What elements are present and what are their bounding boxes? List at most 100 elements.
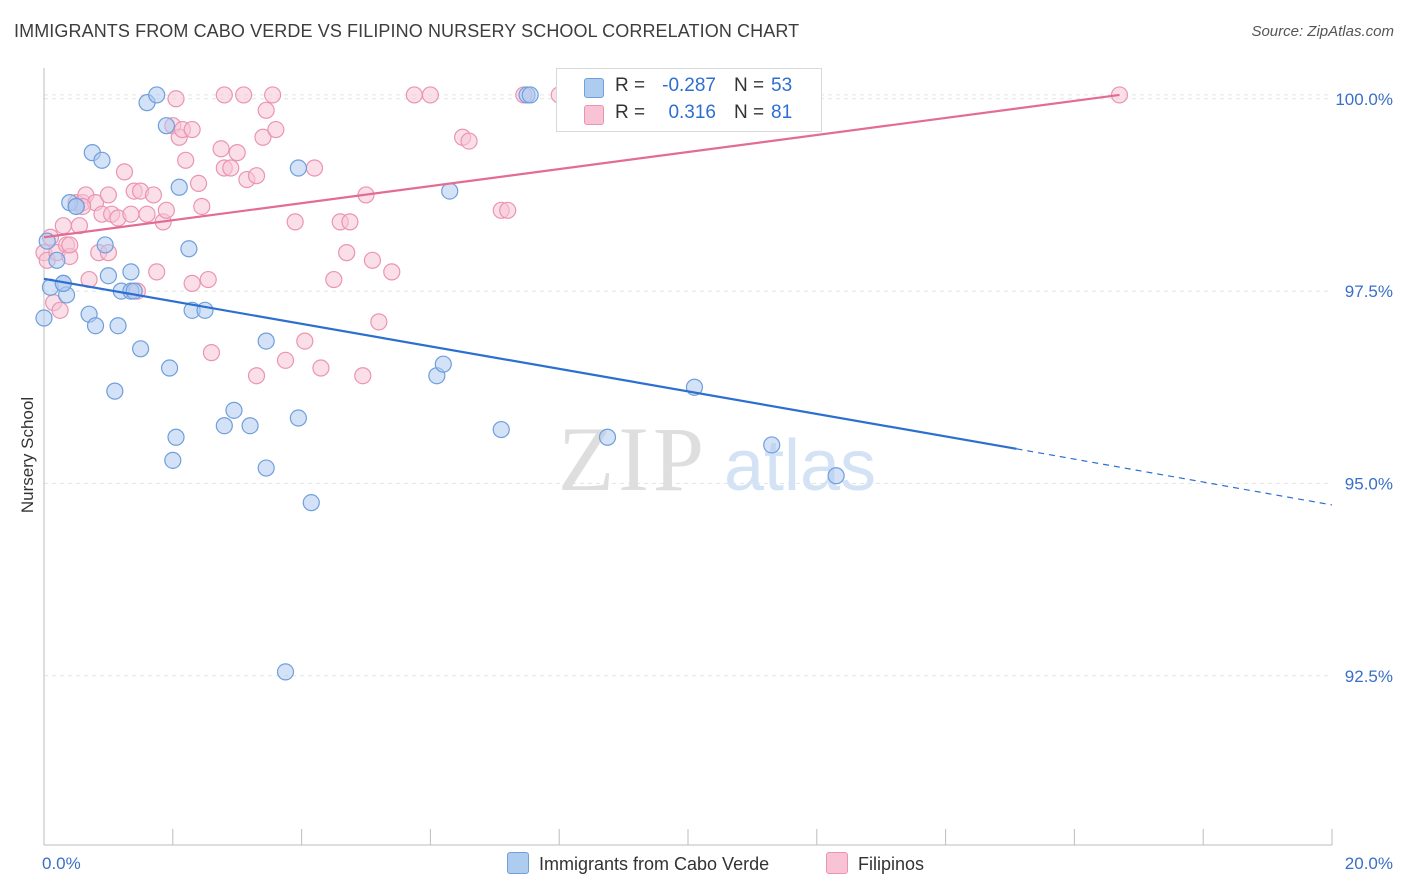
filipino-point [215,86,233,104]
y-tick-label: 100.0% [1335,90,1393,109]
filipino-point [222,159,240,177]
filipino-point [254,128,272,146]
y-axis-label: Nursery School [18,396,37,514]
filipino-point [183,274,201,293]
filipino-point [499,201,517,219]
filipino-point [138,205,156,223]
cabo-verde-point [67,197,85,216]
stats-swatch-pink [584,105,604,125]
x-tick-label: 0.0% [42,854,81,873]
filipino-point [99,186,118,204]
cabo-verde-point [215,417,233,435]
chart-title: IMMIGRANTS FROM CABO VERDE VS FILIPINO N… [14,21,800,41]
stats-box: R = -0.287 N = 53 R = 0.316 N = 81 [556,68,822,132]
cabo-verde-point [598,428,617,446]
filipino-point [51,301,69,319]
cabo-verde-point [125,282,143,300]
zipatlas-watermark: ZIP atlas [558,408,876,510]
cabo-verde-point [170,178,188,196]
cabo-verde-point [827,467,845,485]
filipino-point [296,332,314,350]
axes [43,68,1333,846]
stats-n-value: 81 [771,102,793,123]
filipino-point [61,236,79,254]
legend-item-cabo-verde[interactable]: Immigrants from Cabo Verde [507,852,769,875]
filipino-point [199,270,217,289]
cabo-verde-point [257,332,275,350]
cabo-verde-point [289,159,307,177]
cabo-verde-point [106,382,124,400]
stats-r-label: R = [615,75,646,96]
watermark-atlas-text: atlas [724,426,876,506]
filipino-point [354,367,372,385]
filipino-point [202,344,221,362]
stats-n-value: 53 [771,75,793,96]
cabo-verde-point [122,263,140,281]
cabo-verde-point [48,251,66,269]
cabo-verde-point [148,86,166,104]
cabo-verde-point [157,117,175,135]
cabo-verde-trend-extension [1016,448,1333,506]
cabo-verde-point [160,359,179,377]
filipino-point [305,159,324,177]
watermark-zip-text: ZIP [558,408,708,510]
filipino-point [363,251,382,269]
cabo-verde-point [276,663,295,681]
legend-item-filipinos[interactable]: Filipinos [826,852,924,875]
cabo-verde-point [109,317,127,335]
legend-swatch-pink [826,852,848,874]
stats-n-label: N = [734,102,765,123]
filipino-point [338,244,356,262]
filipino-point [177,151,195,169]
stats-n-label: N = [734,75,765,96]
filipino-point [189,174,208,192]
stats-r-label: R = [615,102,646,123]
y-tick-labels: 100.0% 97.5% 95.0% 92.5% [1335,90,1393,686]
filipino-point [286,213,304,231]
filipino-point [115,163,134,181]
stats-swatch-blue [584,78,604,98]
cabo-verde-point [257,459,275,477]
y-tick-label: 92.5% [1345,667,1393,686]
cabo-verde-point [521,86,539,104]
filipino-point [421,86,439,104]
filipino-point [70,217,89,235]
source-label: Source: ZipAtlas.com [1251,23,1394,40]
cabo-verde-point [302,494,320,512]
filipino-point [193,197,211,216]
filipino-point [267,120,285,139]
cabo-verde-point [492,420,510,439]
stats-row-cabo-verde: R = -0.287 N = 53 [557,75,821,99]
filipino-point [167,90,185,108]
stats-row-filipinos: R = 0.316 N = 81 [557,102,821,126]
legend-label: Filipinos [858,854,925,874]
cabo-verde-point [167,428,185,446]
filipino-point [247,367,266,385]
cabo-verde-point [289,409,307,427]
filipino-point [144,186,163,204]
filipino-point [312,359,330,377]
cabo-verde-point [434,355,452,373]
stats-r-value: -0.287 [662,75,716,96]
cabo-verde-point [196,301,214,319]
legend-label: Immigrants from Cabo Verde [539,854,770,874]
cabo-verde-point [441,182,459,200]
cabo-verde-point [164,451,182,469]
cabo-verde-point [132,340,150,358]
filipino-point [325,270,343,289]
filipino-point [148,263,166,281]
stats-r-value: 0.316 [668,102,716,123]
cabo-verde-point [99,267,118,285]
filipino-point [228,144,246,162]
filipino-point [383,263,401,281]
legend-swatch-blue [507,852,529,874]
filipino-point [212,140,230,158]
x-tick-label: 20.0% [1345,854,1393,873]
filipino-point [122,205,140,223]
filipino-point [257,101,275,119]
filipino-point [341,213,359,231]
filipino-point [54,217,72,235]
x-tick-labels: 0.0% 20.0% [42,854,1393,873]
cabo-verde-trend-line [43,277,1017,450]
